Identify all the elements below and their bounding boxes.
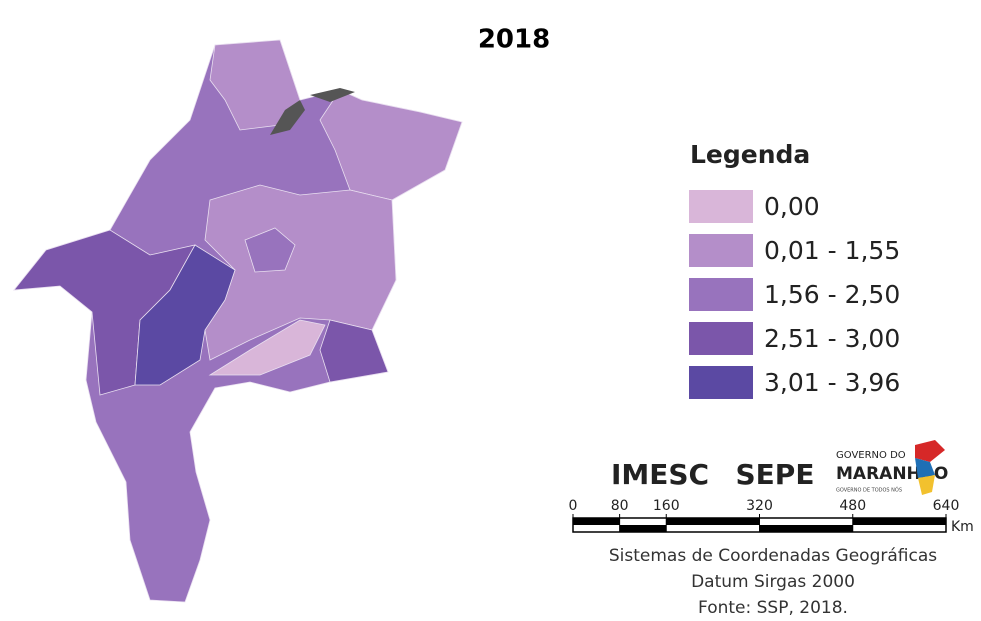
logo-gov-emblem-blue <box>915 458 935 478</box>
scale-segment <box>573 518 620 525</box>
logo-gov-emblem <box>915 440 945 462</box>
legend-label: 1,56 - 2,50 <box>764 280 900 309</box>
legend-swatch <box>689 322 753 355</box>
note: Datum Sirgas 2000 <box>691 572 855 592</box>
map <box>13 39 463 603</box>
scale-tick-label: 160 <box>653 498 680 514</box>
scale-tick-label: 0 <box>569 498 578 514</box>
legend-label: 3,01 - 3,96 <box>764 368 900 397</box>
legend: 0,00 0,01 - 1,55 1,56 - 2,50 2,51 - 3,00 3,0… <box>689 190 900 399</box>
logo-gov-sub: GOVERNO DE TODOS NÓS <box>836 487 902 494</box>
region-min <box>208 319 326 376</box>
legend-label: 2,51 - 3,00 <box>764 324 900 353</box>
logo-gov-emblem-yellow <box>918 475 935 495</box>
legend-swatch <box>689 190 753 223</box>
legend-swatch <box>689 366 753 399</box>
scale-tick-label: 320 <box>746 498 773 514</box>
logo-gov-top: GOVERNO DO <box>836 450 906 461</box>
scale-segment <box>852 518 946 525</box>
note: Fonte: SSP, 2018. <box>698 598 848 618</box>
logo-sepe: SEPE <box>736 458 815 491</box>
legend-title: Legenda <box>690 140 810 169</box>
scale-segment <box>759 525 853 532</box>
region-northeast <box>319 89 463 201</box>
legend-swatch <box>689 278 753 311</box>
logo-imesc: IMESC <box>611 458 709 491</box>
region-southeast <box>319 319 389 383</box>
scale-tick-label: 80 <box>611 498 629 514</box>
scale-tick-label: 640 <box>933 498 960 514</box>
region-north <box>209 39 301 131</box>
scale-segment <box>619 525 667 532</box>
region-max <box>134 244 236 386</box>
notes: Sistemas de Coordenadas Geográficas Datum… <box>609 546 937 618</box>
scale-bar: 0 80 160 320 480 640 Km <box>569 498 974 535</box>
note: Sistemas de Coordenadas Geográficas <box>609 546 937 566</box>
scale-segment <box>666 518 760 525</box>
scale-tick-label: 480 <box>839 498 866 514</box>
legend-swatch <box>689 234 753 267</box>
legend-label: 0,00 <box>764 192 820 221</box>
legend-label: 0,01 - 1,55 <box>764 236 900 265</box>
scale-unit: Km <box>951 519 974 535</box>
islands <box>270 88 355 135</box>
map-title: 2018 <box>478 25 550 55</box>
region-center-inner <box>244 227 296 273</box>
